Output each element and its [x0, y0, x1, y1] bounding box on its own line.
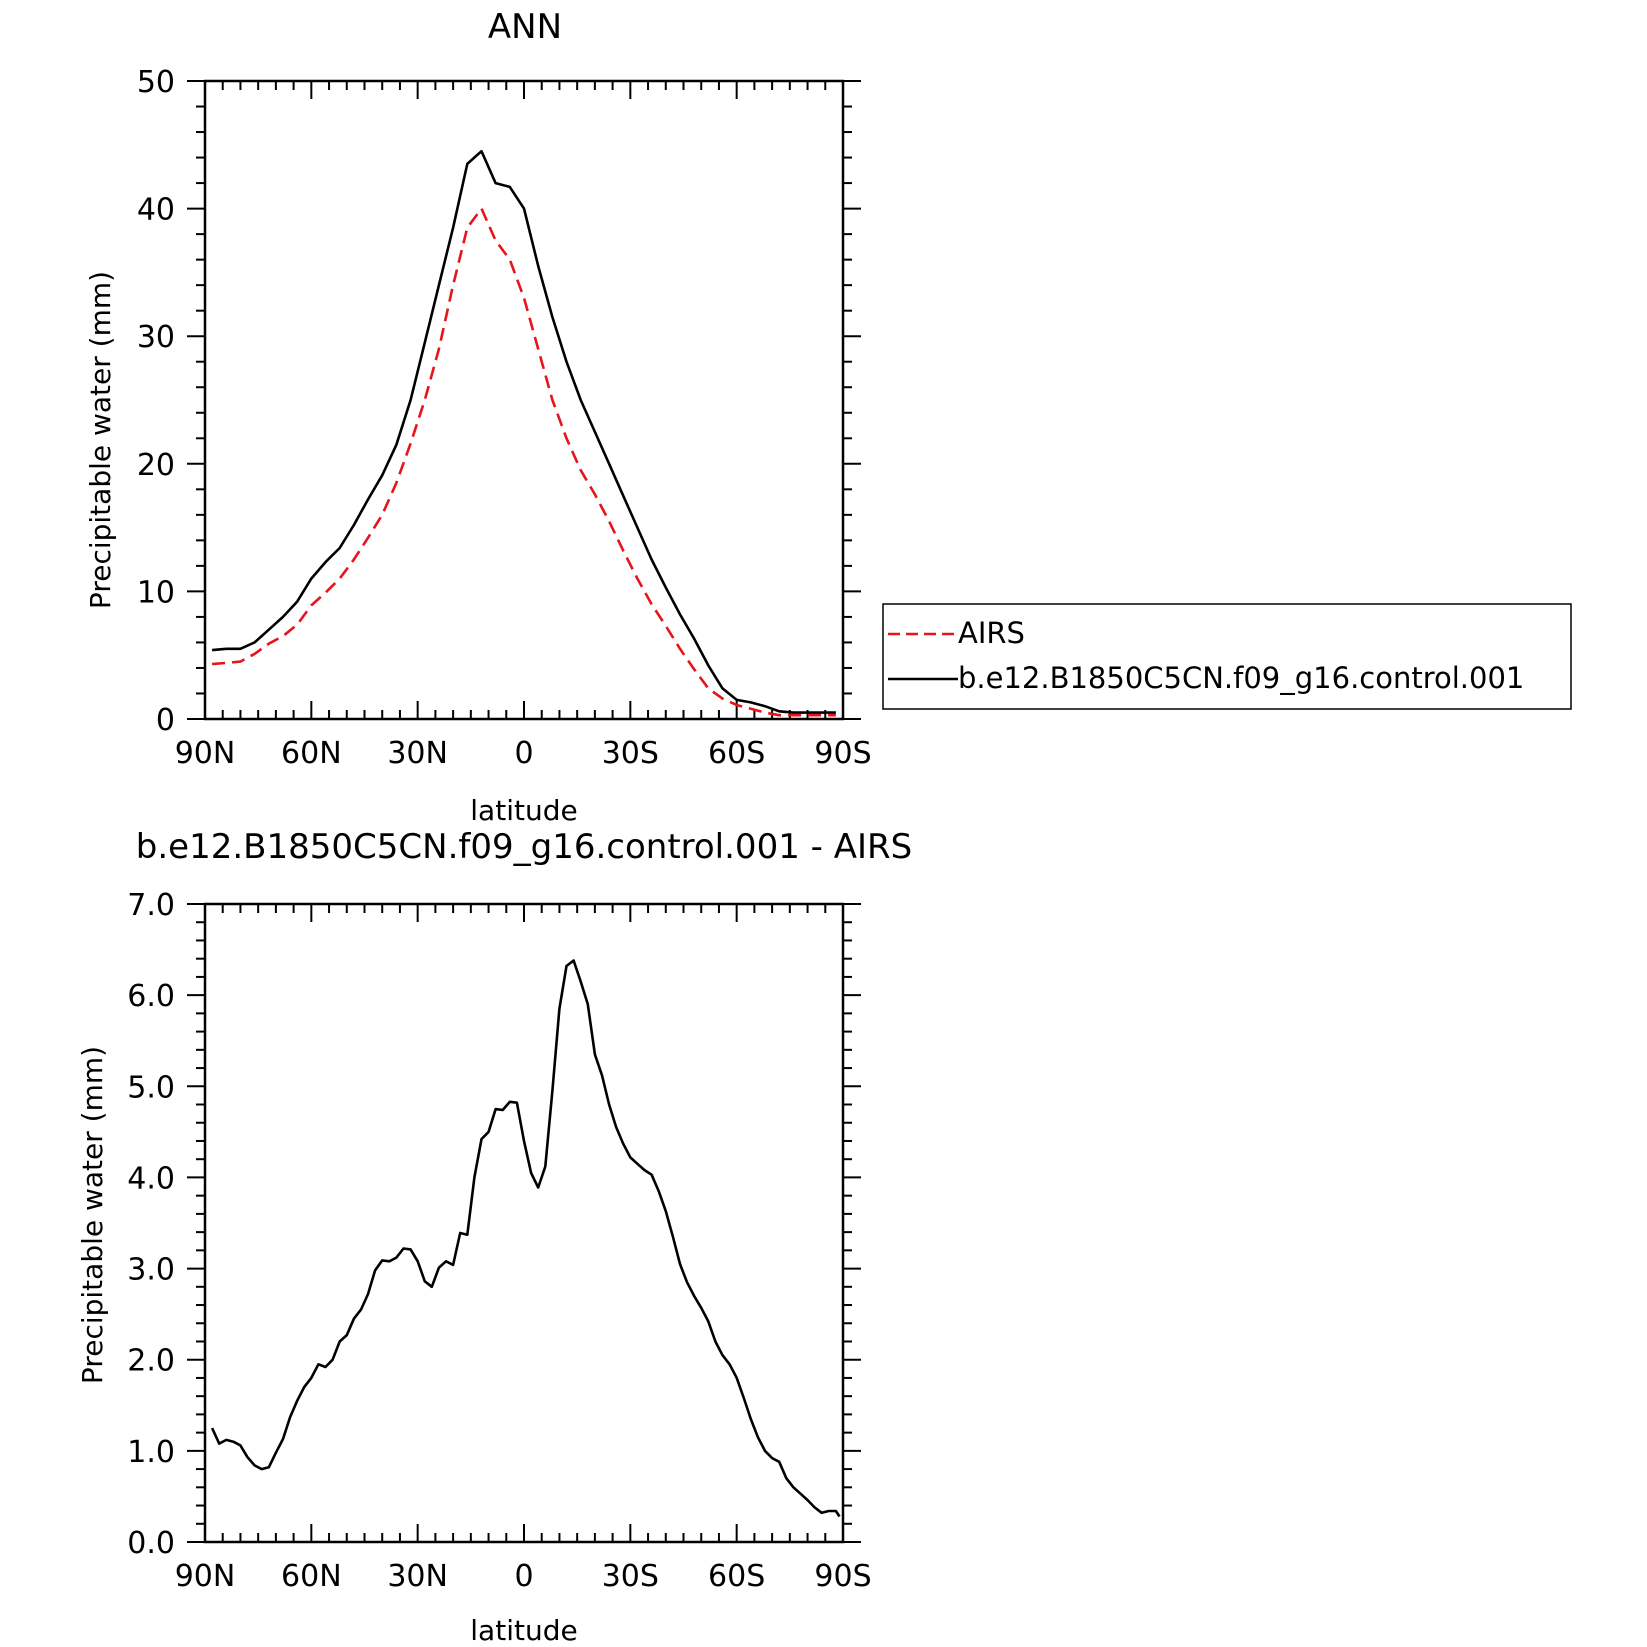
y-tick-label: 6.0	[127, 979, 175, 1014]
y-tick-label: 40	[137, 193, 175, 228]
x-tick-label: 0	[514, 1559, 533, 1594]
y-tick-label: 0.0	[127, 1526, 175, 1561]
chart-panel-difference: b.e12.B1850C5CN.f09_g16.control.001 - AI…	[76, 827, 912, 1647]
chart-title: ANN	[488, 7, 562, 47]
x-tick-label: 60N	[281, 736, 342, 771]
chart-title: b.e12.B1850C5CN.f09_g16.control.001 - AI…	[136, 827, 912, 867]
series-line-0	[210, 959, 841, 1518]
x-tick-label: 60S	[708, 1559, 765, 1594]
x-tick-label: 30S	[602, 736, 659, 771]
x-tick-label: 60S	[708, 736, 765, 771]
series-lines	[211, 149, 836, 717]
series-line-0	[211, 207, 836, 717]
legend: AIRS b.e12.B1850C5CN.f09_g16.control.001	[882, 603, 1572, 710]
legend-label-airs: AIRS	[958, 616, 1025, 650]
y-tick-label: 0	[156, 703, 175, 738]
x-axis-label: latitude	[470, 794, 577, 827]
y-axis-label: Precipitable water (mm)	[84, 271, 117, 609]
y-tick-label: 10	[137, 575, 175, 610]
y-tick-label: 50	[137, 65, 175, 100]
y-axis-label: Precipitable water (mm)	[76, 1046, 109, 1384]
plot-frame	[203, 902, 845, 1544]
x-tick-label: 90S	[814, 736, 871, 771]
y-tick-label: 5.0	[127, 1070, 175, 1105]
x-axis-label: latitude	[470, 1614, 577, 1647]
x-tick-label: 0	[514, 736, 533, 771]
y-tick-label: 30	[137, 320, 175, 355]
y-tick-label: 4.0	[127, 1161, 175, 1196]
x-tick-label: 90N	[175, 736, 236, 771]
series-line-1	[211, 149, 836, 714]
x-tick-label: 30N	[387, 1559, 448, 1594]
x-tick-label: 60N	[281, 1559, 342, 1594]
x-tick-label: 90S	[814, 1559, 871, 1594]
axis-ticks: 90N 60N 30N 0 30S 60S 90S 0 10 20 30 40 50	[137, 65, 872, 771]
chart-panel-annual: ANN Precipitable water (mm) latitude 90N…	[84, 7, 1572, 827]
legend-label-model: b.e12.B1850C5CN.f09_g16.control.001	[958, 661, 1524, 695]
y-tick-label: 7.0	[127, 888, 175, 923]
legend-box	[882, 603, 1572, 710]
x-tick-label: 90N	[175, 1559, 236, 1594]
x-tick-label: 30N	[387, 736, 448, 771]
x-tick-label: 30S	[602, 1559, 659, 1594]
y-tick-label: 20	[137, 448, 175, 483]
y-tick-label: 2.0	[127, 1344, 175, 1379]
y-tick-label: 3.0	[127, 1253, 175, 1288]
series-lines	[210, 959, 841, 1518]
plot-frame	[203, 79, 845, 721]
y-tick-label: 1.0	[127, 1435, 175, 1470]
axis-ticks: 90N 60N 30N 0 30S 60S 90S 0.0 1.0 2.0 3.0 4.0 5.0 6.0…	[127, 888, 871, 1594]
